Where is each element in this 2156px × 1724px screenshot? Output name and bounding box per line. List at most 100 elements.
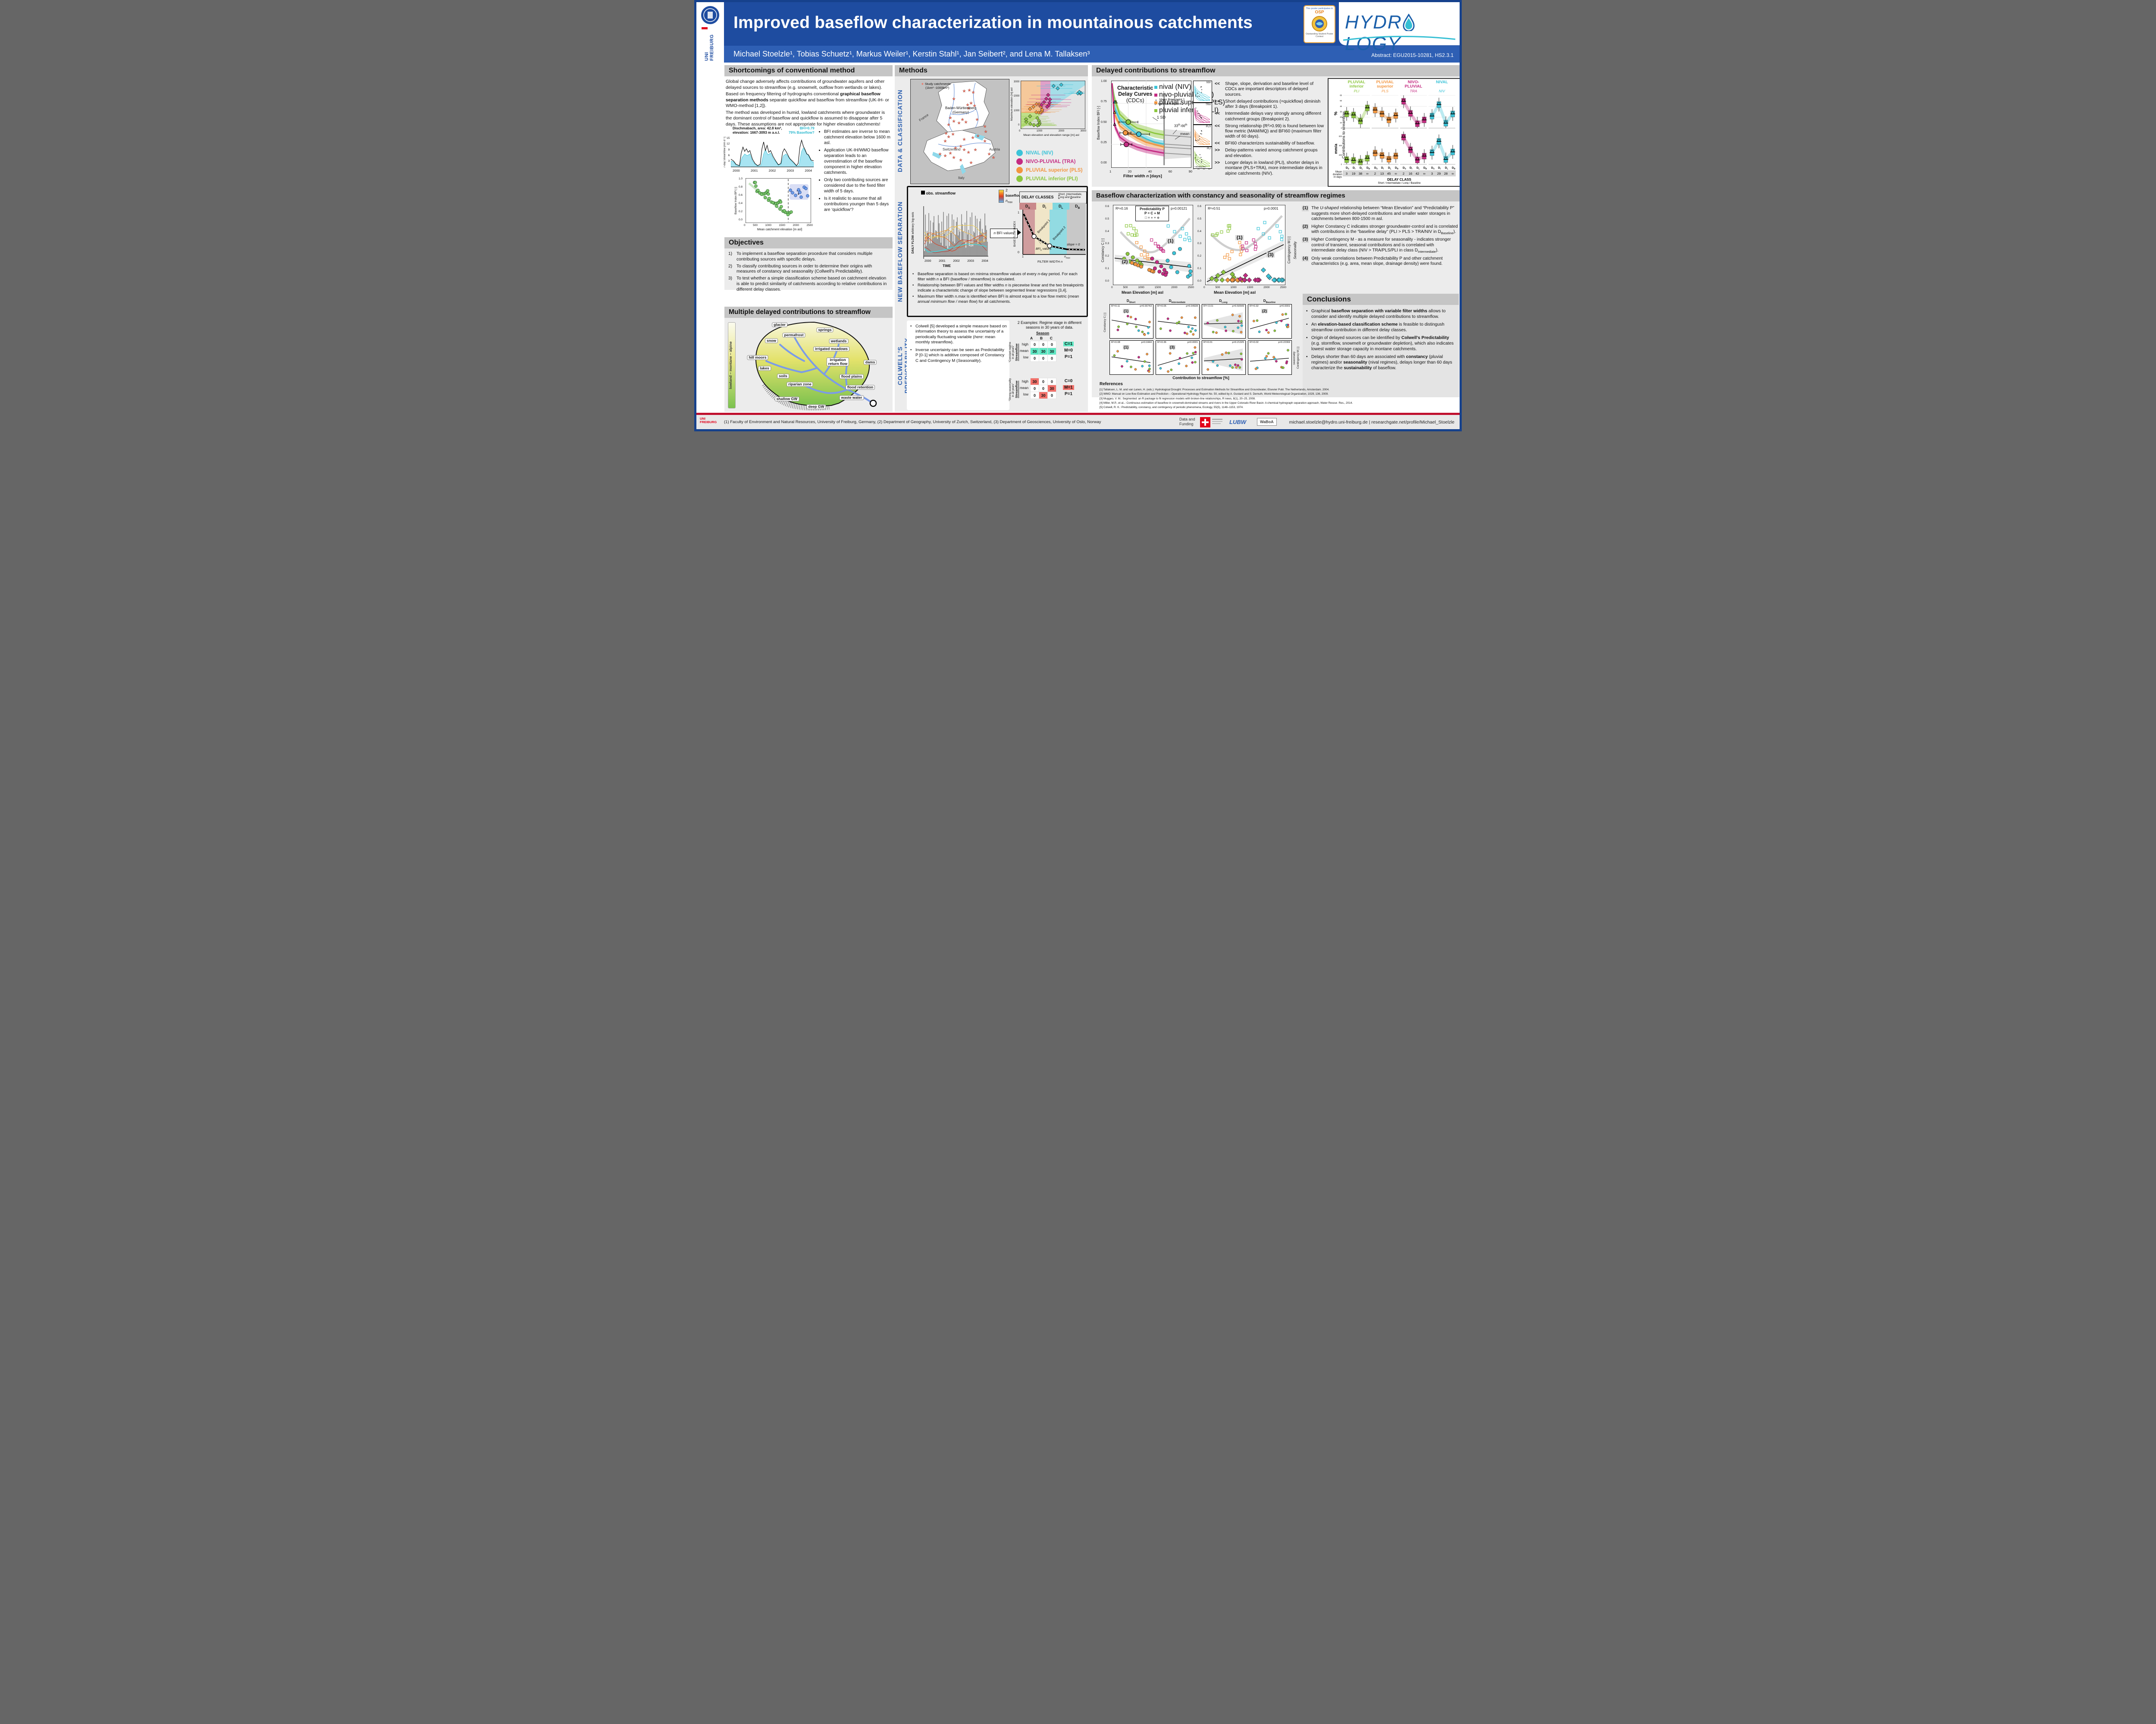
obs-swatch bbox=[921, 191, 925, 195]
scat1-p: p=0.00121 bbox=[1171, 207, 1188, 210]
svg-text:DB: DB bbox=[1423, 166, 1427, 170]
classification-legend-item: PLUVIAL inferior (PLI) bbox=[1016, 176, 1090, 182]
svg-text:45: 45 bbox=[1387, 172, 1391, 176]
observation-item: << Shape, slope, derivation and baseline … bbox=[1215, 82, 1314, 97]
hydrology-logo: HYDRLOGY bbox=[1339, 2, 1460, 54]
svg-text:★: ★ bbox=[966, 103, 969, 107]
footer-funding-label: Data and Funding bbox=[1179, 417, 1195, 426]
reference-item: [2] WMO: Manual on Low-flow Estimation a… bbox=[1100, 393, 1329, 396]
cdc-sd-label: 1 SD bbox=[1157, 115, 1166, 119]
scat2-xlabel: Mean Elevation [m] asl bbox=[1214, 290, 1256, 295]
catchment-label: flood retention bbox=[845, 385, 875, 390]
bfi-scatter-xticks: 0 500 1000 1500 2000 2500 bbox=[744, 224, 813, 227]
mini-panel-label: NIV bbox=[1206, 82, 1211, 84]
cdc-yticks: 1.00 0.75 0.50 0.25 0.00 bbox=[1101, 80, 1107, 164]
svg-text:38: 38 bbox=[1359, 172, 1362, 176]
objective-item: 3) To test whether a simple classificatio… bbox=[728, 276, 887, 292]
cdc-mini-panel: PLI • Breakpoints bbox=[1193, 147, 1212, 169]
elevation-scatter-xticks: 0 1000 2000 3000 bbox=[1019, 130, 1086, 132]
poster: UNI FREIBURG Improved baseflow character… bbox=[694, 0, 1462, 431]
svg-text:★: ★ bbox=[971, 135, 975, 140]
colwell-bullet: • Colwell [5] developed a simple measure … bbox=[910, 324, 1007, 345]
svg-text:★: ★ bbox=[968, 88, 971, 92]
svg-text:★: ★ bbox=[947, 122, 950, 127]
scat2-ann1: (1) bbox=[1235, 235, 1244, 240]
svg-text:3: 3 bbox=[1346, 172, 1348, 176]
delay-xtick-1: 1 bbox=[1022, 255, 1024, 258]
cdc-mini-panel: TRA bbox=[1193, 103, 1212, 125]
elevation-scatter-xlabel: Mean elevation and elevation range [m] a… bbox=[1023, 134, 1079, 137]
catchment-label: snow bbox=[765, 338, 778, 343]
section-methods-header: Methods bbox=[895, 65, 1088, 76]
svg-text:in days: in days bbox=[1334, 176, 1342, 179]
contact-links[interactable]: michael.stoelzle@hydro.uni-freiburg.de |… bbox=[1289, 420, 1454, 425]
small-panel: R²=0.32 p=0.0001 (2) bbox=[1248, 304, 1292, 339]
map-label-italy: Italy bbox=[958, 176, 965, 180]
svg-text:★: ★ bbox=[952, 119, 956, 123]
scat2-r2: R²=0.51 bbox=[1208, 207, 1220, 210]
sep-bullet: • Relationship between BFI values and fil… bbox=[912, 283, 1084, 292]
delay-ytick-0: 0 bbox=[1018, 251, 1019, 254]
catchment-label: dams bbox=[863, 360, 877, 365]
mini-panel-label: TRA bbox=[1206, 104, 1211, 106]
map-label-switzerland: Switzerland bbox=[943, 148, 961, 151]
cdc-observations: << Shape, slope, derivation and baseline … bbox=[1215, 82, 1325, 178]
svg-text:30: 30 bbox=[1340, 111, 1342, 113]
svg-text:★: ★ bbox=[976, 134, 980, 138]
slope-label: slope ≈ 0 bbox=[1067, 242, 1080, 246]
catchment-label: permafrost bbox=[782, 333, 805, 338]
svg-text:28: 28 bbox=[1444, 172, 1448, 176]
svg-text:DI: DI bbox=[1438, 166, 1441, 170]
table2: 30 0 0 0 0 30 0 30 0 bbox=[1030, 378, 1056, 399]
boxplot-panel: Contributions to streamflow% mm/a 0 10 20 30 4… bbox=[1328, 78, 1460, 187]
bfin-values-label: BFIn values bbox=[1036, 248, 1051, 252]
small-multiples-grid: R²=0.11 p=0.00743 (1) R²=0.05 p=0.04928 R²=-0… bbox=[1109, 304, 1292, 375]
intro-para2: Based on frequency filtering of hydrogra… bbox=[726, 92, 889, 109]
svg-text:NIV: NIV bbox=[1439, 89, 1446, 93]
section-bchar-header: Baseflow characterization with constancy… bbox=[1092, 190, 1460, 201]
svg-text:NIVO-: NIVO- bbox=[1408, 80, 1419, 85]
svg-text:★: ★ bbox=[964, 120, 968, 124]
shortcomings-intro: Global change adversely affects contribu… bbox=[726, 79, 891, 128]
footer-uni-mark: UNI FREIBURG bbox=[700, 417, 717, 424]
table1-streamflow-label: Streamflow bbox=[1015, 343, 1018, 361]
delay-band: DL bbox=[1053, 203, 1069, 210]
svg-text:★: ★ bbox=[992, 155, 995, 160]
svg-text:★: ★ bbox=[967, 150, 970, 154]
svg-text:2: 2 bbox=[1403, 172, 1404, 176]
panels-xlabel: Contribution to streamflow [%] bbox=[1172, 376, 1229, 380]
footer-affiliations: (1) Faculty of Environment and Natural R… bbox=[724, 420, 1101, 424]
mini-breakpoints-legend: • Breakpoints bbox=[1194, 166, 1206, 168]
svg-text:DB: DB bbox=[1395, 166, 1399, 170]
delay-plot-xlabel: FILTER WIDTH n bbox=[1037, 260, 1063, 264]
bullet-item: BFI estimates are inverse to mean catchm… bbox=[824, 129, 892, 146]
bchar-notes: (1) The U-shaped relationship between “Me… bbox=[1302, 206, 1458, 269]
catchment-label: soils bbox=[777, 374, 789, 379]
scat1-yticks: 0.6 0.5 0.4 0.3 0.2 0.1 0.0 bbox=[1105, 205, 1109, 283]
delay-classes-bands: DS DI DL DB bbox=[1019, 203, 1086, 210]
references-heading: References bbox=[1100, 382, 1123, 386]
osp-name: OSP bbox=[1315, 10, 1324, 15]
svg-text:★: ★ bbox=[947, 135, 950, 139]
svg-text:40: 40 bbox=[1340, 105, 1342, 107]
result-line: P=1 bbox=[1064, 355, 1073, 359]
panel-col-title: DLong bbox=[1219, 299, 1228, 304]
colwell-box bbox=[907, 320, 1009, 410]
footer-rule bbox=[696, 413, 1460, 415]
svg-text:%: % bbox=[1334, 111, 1338, 115]
classification-legend: NIVAL (NIV) NIVO-PLUVIAL (TRA) PLUVIAL s… bbox=[1016, 150, 1090, 184]
class-color-dot bbox=[1016, 158, 1023, 165]
sep-flow-plot bbox=[923, 206, 988, 259]
authors-line: Michael Stoelzle¹, Tobias Schuetz¹, Mark… bbox=[733, 50, 1090, 58]
elevation-scatter-yticks: 3000 2000 1000 0 bbox=[1014, 81, 1020, 126]
elevation-axis-label: lowland – montane – alpine bbox=[728, 341, 733, 389]
svg-text:★: ★ bbox=[975, 117, 979, 122]
svg-text:∞: ∞ bbox=[1366, 172, 1368, 176]
svg-text:0: 0 bbox=[1341, 163, 1342, 166]
panel-col-title: DIntermediate bbox=[1169, 299, 1186, 304]
scat1-xlabel: Mean Elevation [m] asl bbox=[1122, 290, 1164, 295]
svg-text:600: 600 bbox=[1339, 135, 1342, 137]
svg-text:★: ★ bbox=[984, 129, 987, 134]
svg-text:DB: DB bbox=[1366, 166, 1370, 170]
swiss-funding-logo bbox=[1200, 417, 1223, 427]
